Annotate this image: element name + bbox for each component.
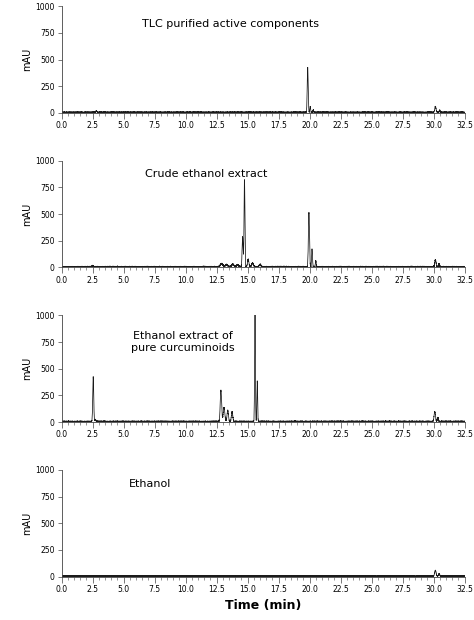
Text: Crude ethanol extract: Crude ethanol extract <box>146 169 268 179</box>
Text: TLC purified active components: TLC purified active components <box>142 19 319 29</box>
Y-axis label: mAU: mAU <box>23 203 33 226</box>
Y-axis label: mAU: mAU <box>23 48 33 71</box>
Text: Ethanol: Ethanol <box>129 479 172 489</box>
X-axis label: Time (min): Time (min) <box>225 600 301 613</box>
Y-axis label: mAU: mAU <box>23 357 33 380</box>
Y-axis label: mAU: mAU <box>23 512 33 535</box>
Text: Ethanol extract of
pure curcuminoids: Ethanol extract of pure curcuminoids <box>131 331 234 353</box>
